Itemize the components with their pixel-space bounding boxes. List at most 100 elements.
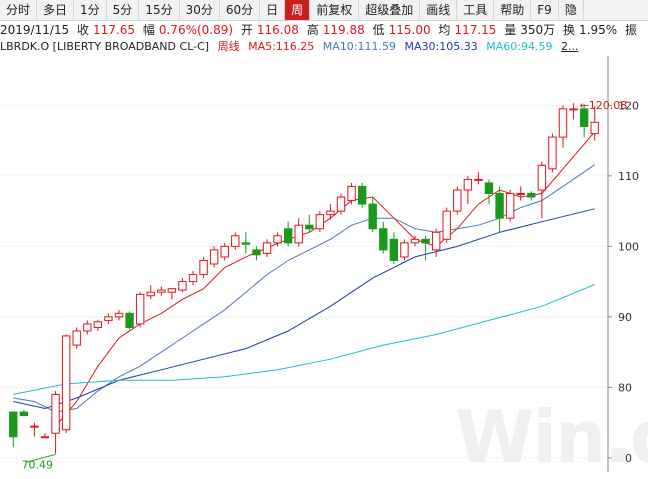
low-annotation-leader: [25, 453, 56, 463]
period-label: 周线: [217, 40, 240, 53]
candle-body: [93, 321, 103, 328]
candle-body: [579, 108, 589, 128]
volume-value: 350万: [520, 23, 556, 37]
close-label: 收: [77, 23, 90, 37]
low-annotation: 70.49: [22, 458, 53, 471]
toolbar-button-14[interactable]: F9: [531, 0, 559, 20]
y-tick-label: 110: [618, 170, 639, 183]
candle-body: [83, 323, 92, 332]
candle-body: [527, 192, 536, 198]
period-toolbar: 分时 多日 1分 5分 15分 30分 60分日周前复权 超级叠加 画线 工具 帮助 F9 隐: [0, 0, 648, 21]
toolbar-button-10[interactable]: 超级叠加: [359, 0, 421, 20]
toolbar-button-2[interactable]: 1分: [74, 0, 107, 20]
open-value: 116.08: [256, 23, 299, 37]
candle-body: [220, 245, 229, 258]
candle-body: [505, 192, 515, 219]
candle-body: [484, 182, 494, 194]
candle-body: [336, 196, 346, 212]
candle-body: [40, 436, 50, 439]
candle-body: [273, 235, 282, 244]
candle-body: [590, 121, 599, 135]
candle-body: [104, 316, 113, 321]
ma30-label: MA30:105.33: [404, 40, 478, 53]
y-tick-label: 100: [618, 240, 639, 253]
date-label: 2019/11/15: [0, 23, 70, 37]
candle-body: [463, 178, 473, 191]
toolbar-button-8[interactable]: 周: [285, 0, 311, 20]
candle-body: [199, 259, 208, 276]
candle-body: [188, 274, 198, 283]
candle-body: [326, 210, 335, 216]
candle-body: [283, 228, 293, 244]
candle-body: [421, 238, 430, 244]
avg-label: 均: [438, 23, 451, 37]
more-indicators-button[interactable]: 2...: [560, 40, 579, 53]
turnover-value: 1.95%: [579, 23, 618, 37]
change-value: 0.76%(0.89): [158, 23, 234, 37]
candle-body: [305, 224, 314, 230]
candle-body: [125, 312, 134, 328]
candle-body: [569, 108, 578, 111]
candle-body: [30, 425, 39, 428]
toolbar-button-12[interactable]: 工具: [457, 0, 495, 20]
toolbar-button-6[interactable]: 60分: [220, 0, 261, 20]
candle-body: [157, 289, 166, 293]
toolbar-button-1[interactable]: 多日: [37, 0, 75, 20]
candle-body: [51, 393, 60, 434]
candle-body: [146, 291, 155, 297]
candlestick-chart[interactable]: 70 80 90 100 110 120←120.08 70.49: [0, 56, 648, 472]
change-label: 幅: [142, 23, 155, 37]
candle-body: [347, 185, 356, 202]
candle-body: [516, 192, 525, 195]
low-value: 115.00: [388, 23, 431, 37]
ma-line-ma10: [13, 164, 595, 413]
candle-body: [548, 136, 557, 170]
toolbar-button-4[interactable]: 15分: [139, 0, 180, 20]
candle-body: [241, 242, 251, 245]
candle-body: [61, 335, 71, 431]
candle-body: [72, 330, 81, 346]
ma-line-ma30: [13, 208, 595, 410]
volume-label: 量: [504, 23, 517, 37]
candle-body: [19, 411, 29, 417]
candle-body: [178, 281, 187, 291]
candle-body: [453, 189, 462, 212]
close-value: 117.65: [93, 23, 136, 37]
candle-body: [379, 228, 388, 251]
candle-body: [294, 224, 303, 244]
toolbar-button-15[interactable]: 隐: [559, 0, 584, 20]
high-annotation: ←120.08: [580, 99, 628, 112]
indicator-legend: LBRDK.O [LIBERTY BROADBAND CL-C] 周线 MA5:…: [0, 39, 648, 55]
ma-line-ma60: [13, 284, 595, 395]
candle-body: [368, 203, 377, 230]
avg-value: 117.15: [454, 23, 497, 37]
candle-body: [262, 242, 272, 254]
toolbar-button-11[interactable]: 画线: [420, 0, 458, 20]
turnover-label: 换: [563, 23, 576, 37]
y-tick-label: 80: [618, 381, 632, 394]
candle-body: [167, 288, 177, 293]
toolbar-button-7[interactable]: 日: [260, 0, 286, 20]
candle-body: [431, 231, 441, 251]
toolbar-button-13[interactable]: 帮助: [494, 0, 532, 20]
ticker-label: LBRDK.O [LIBERTY BROADBAND CL-C]: [0, 40, 210, 53]
ma60-label: MA60:94.59: [486, 40, 553, 53]
candle-body: [442, 210, 451, 240]
candle-body: [209, 249, 219, 265]
candle-body: [410, 238, 420, 244]
y-tick-label: 70: [618, 452, 632, 465]
toolbar-button-0[interactable]: 分时: [0, 0, 38, 20]
candle-body: [231, 235, 240, 247]
toolbar-button-9[interactable]: 前复权: [310, 0, 360, 20]
candle-body: [252, 249, 261, 256]
toolbar-button-5[interactable]: 30分: [180, 0, 220, 20]
low-label: 低: [372, 23, 385, 37]
toolbar-button-3[interactable]: 5分: [107, 0, 140, 20]
candle-body: [537, 164, 547, 191]
ma10-label: MA10:111.59: [322, 40, 397, 53]
ma5-label: MA5:116.25: [248, 40, 315, 53]
high-value: 119.88: [322, 23, 365, 37]
candle-body: [357, 185, 367, 205]
open-label: 开: [240, 23, 253, 37]
candle-body: [474, 178, 483, 181]
